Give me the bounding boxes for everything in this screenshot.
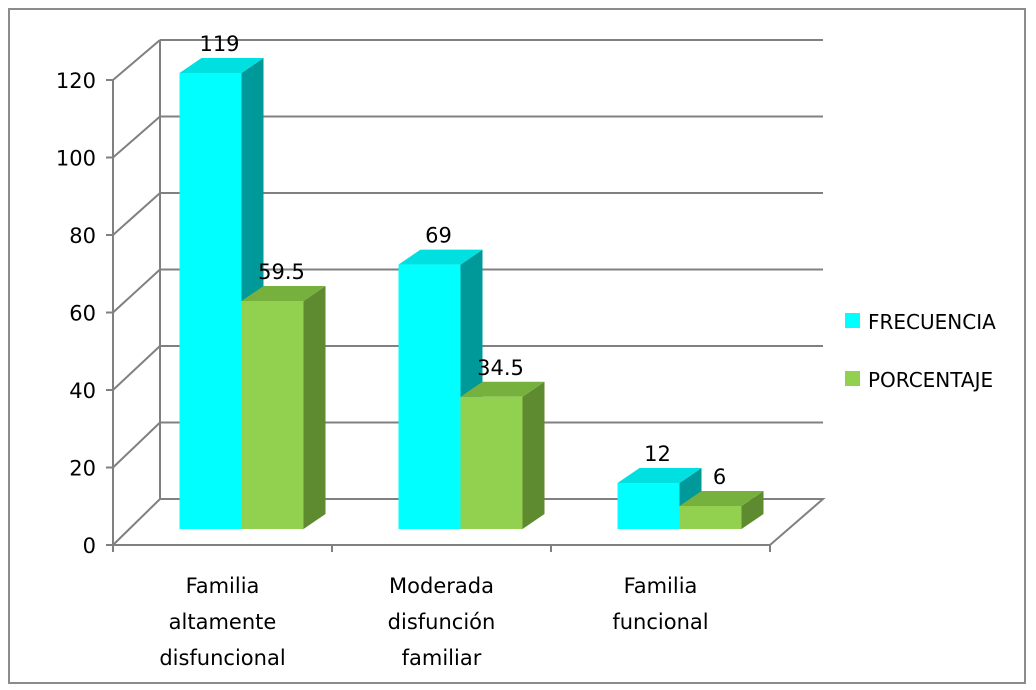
x-category-label: Familia funcional	[612, 574, 708, 634]
legend-swatch	[845, 371, 860, 386]
bar-porcentaje[interactable]	[241, 286, 326, 529]
bar-front-face	[179, 73, 242, 529]
bar-front-face	[241, 301, 304, 529]
bar-top-face	[460, 381, 545, 397]
legend-item[interactable]: FRECUENCIA	[845, 310, 996, 334]
x-category-label-line: disfuncional	[159, 646, 285, 670]
x-category-label-line: disfunción	[388, 610, 496, 634]
gridline-side	[112, 115, 161, 159]
data-labels: 119 59.5 69 34.5 12 6	[199, 32, 726, 489]
bar-top-face	[679, 491, 764, 507]
y-tick-label: 120	[56, 69, 96, 93]
gridlines	[112, 39, 823, 469]
x-category-label-line: Familia	[186, 574, 260, 598]
gridline-side	[112, 192, 161, 236]
y-axis-ticks: 0 20 40 60 80 100 120	[56, 69, 113, 558]
x-category-label-line: Moderada	[389, 574, 494, 598]
x-category-label: Moderada disfunción familiar	[388, 574, 496, 670]
legend: FRECUENCIA PORCENTAJE	[845, 310, 996, 392]
legend-label: PORCENTAJE	[868, 368, 993, 392]
y-tick-label: 60	[69, 302, 96, 326]
gridline-side	[112, 421, 161, 469]
bar-top-face	[398, 249, 483, 265]
bar-porcentaje[interactable]	[679, 491, 764, 529]
legend-label: FRECUENCIA	[868, 310, 996, 334]
bar-top-face	[617, 468, 702, 484]
gridline-side	[112, 345, 161, 391]
bar-porcentaje[interactable]	[460, 381, 545, 529]
data-label: 34.5	[477, 356, 524, 380]
legend-item[interactable]: PORCENTAJE	[845, 368, 993, 392]
bar-front-face	[679, 506, 742, 529]
y-tick-label: 80	[69, 224, 96, 248]
data-label: 119	[199, 32, 239, 56]
bar-front-face	[617, 483, 680, 529]
legend-swatch	[845, 313, 860, 328]
x-category-label-line: Familia	[624, 574, 698, 598]
bar-side-face	[741, 491, 764, 529]
bar-top-face	[179, 58, 264, 73]
bar-top-face	[241, 286, 326, 301]
x-axis-labels: Familia altamente disfuncional Moderada disf…	[159, 574, 708, 670]
data-label: 6	[713, 465, 726, 489]
bars	[179, 58, 764, 530]
y-tick-label: 40	[69, 379, 96, 403]
gridline-side	[112, 268, 161, 314]
bar-front-face	[460, 396, 523, 529]
x-category-label: Familia altamente disfuncional	[159, 574, 285, 670]
data-label: 59.5	[258, 260, 305, 284]
x-category-label-line: altamente	[169, 610, 277, 634]
y-tick-label: 20	[69, 457, 96, 481]
x-category-label-line: familiar	[402, 646, 482, 670]
y-tick-label: 100	[56, 147, 96, 171]
bar-side-face	[522, 381, 545, 529]
gridline-side	[112, 39, 161, 81]
data-label: 69	[425, 224, 452, 248]
bar-side-face	[303, 286, 326, 529]
x-category-label-line: funcional	[612, 610, 708, 634]
bar-front-face	[398, 264, 461, 529]
data-label: 12	[644, 442, 671, 466]
y-tick-label: 0	[83, 534, 96, 558]
